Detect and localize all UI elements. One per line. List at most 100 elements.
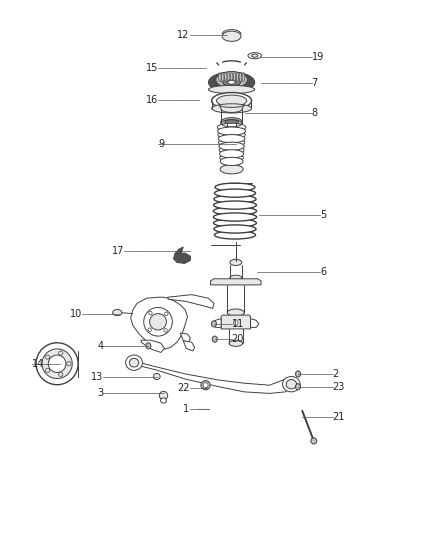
Text: 13: 13 (91, 372, 103, 382)
Ellipse shape (218, 135, 245, 143)
Ellipse shape (36, 343, 78, 385)
Ellipse shape (230, 72, 233, 82)
Ellipse shape (219, 150, 244, 158)
Polygon shape (183, 341, 194, 351)
Ellipse shape (219, 72, 221, 82)
Ellipse shape (130, 358, 139, 367)
Ellipse shape (42, 349, 72, 378)
Ellipse shape (201, 381, 210, 390)
Ellipse shape (153, 374, 160, 379)
Ellipse shape (217, 123, 246, 132)
Ellipse shape (215, 231, 255, 239)
Ellipse shape (227, 127, 236, 132)
Ellipse shape (218, 131, 245, 139)
Polygon shape (221, 315, 251, 329)
Ellipse shape (212, 321, 216, 327)
Ellipse shape (311, 438, 317, 444)
Ellipse shape (144, 308, 172, 336)
Ellipse shape (219, 142, 244, 150)
Ellipse shape (242, 72, 245, 82)
Ellipse shape (296, 384, 300, 390)
Ellipse shape (222, 76, 241, 86)
Ellipse shape (220, 165, 243, 174)
Polygon shape (251, 319, 259, 327)
Ellipse shape (213, 213, 257, 221)
Text: 7: 7 (311, 78, 318, 88)
Ellipse shape (218, 127, 246, 135)
Polygon shape (131, 297, 187, 350)
Text: 1: 1 (184, 403, 190, 414)
Text: 10: 10 (70, 309, 82, 319)
Ellipse shape (164, 328, 167, 332)
Ellipse shape (283, 376, 300, 392)
Ellipse shape (214, 201, 256, 209)
Polygon shape (213, 319, 221, 327)
Text: 9: 9 (158, 139, 164, 149)
Ellipse shape (150, 313, 166, 330)
Ellipse shape (161, 398, 166, 403)
Ellipse shape (222, 72, 224, 82)
Ellipse shape (230, 275, 242, 280)
Ellipse shape (229, 340, 243, 346)
Ellipse shape (296, 371, 300, 377)
Ellipse shape (233, 72, 236, 82)
Ellipse shape (126, 355, 142, 370)
Ellipse shape (234, 320, 238, 326)
Text: 14: 14 (32, 359, 44, 369)
Polygon shape (173, 247, 191, 263)
Ellipse shape (221, 118, 243, 127)
Ellipse shape (251, 54, 258, 57)
Ellipse shape (148, 328, 152, 332)
Ellipse shape (286, 379, 297, 389)
Text: 4: 4 (97, 341, 103, 351)
Ellipse shape (222, 31, 241, 42)
Ellipse shape (149, 311, 152, 315)
Ellipse shape (225, 119, 238, 125)
Ellipse shape (203, 383, 208, 388)
Text: 21: 21 (332, 413, 345, 423)
Ellipse shape (48, 355, 66, 373)
Polygon shape (141, 340, 164, 352)
Ellipse shape (227, 309, 244, 316)
Ellipse shape (214, 225, 256, 233)
Ellipse shape (214, 195, 256, 203)
Text: 8: 8 (311, 108, 318, 118)
Ellipse shape (113, 310, 122, 316)
Ellipse shape (220, 154, 244, 161)
Ellipse shape (230, 260, 242, 265)
Text: 20: 20 (232, 334, 244, 344)
Text: 16: 16 (146, 95, 158, 105)
Ellipse shape (212, 93, 251, 109)
Text: 11: 11 (232, 319, 244, 329)
Ellipse shape (236, 72, 239, 82)
Text: 3: 3 (97, 389, 103, 398)
Ellipse shape (224, 72, 227, 82)
Text: 5: 5 (320, 211, 326, 220)
Ellipse shape (165, 312, 168, 316)
Ellipse shape (59, 373, 63, 376)
Ellipse shape (213, 207, 257, 215)
Ellipse shape (208, 85, 255, 94)
Ellipse shape (219, 146, 244, 154)
Ellipse shape (59, 351, 63, 355)
Text: 6: 6 (320, 266, 326, 277)
Ellipse shape (248, 53, 261, 59)
Ellipse shape (214, 219, 256, 227)
Ellipse shape (239, 72, 242, 82)
Text: 22: 22 (177, 383, 190, 393)
Ellipse shape (46, 355, 49, 359)
Ellipse shape (212, 104, 251, 113)
Ellipse shape (67, 362, 71, 366)
Ellipse shape (227, 72, 230, 82)
Ellipse shape (212, 336, 217, 342)
Ellipse shape (216, 71, 247, 88)
Ellipse shape (146, 343, 151, 349)
Ellipse shape (228, 80, 235, 84)
Text: 19: 19 (311, 52, 324, 62)
Text: 12: 12 (177, 30, 190, 40)
Ellipse shape (219, 139, 245, 147)
Ellipse shape (208, 72, 255, 93)
Text: 17: 17 (112, 246, 124, 256)
Text: 15: 15 (146, 63, 158, 73)
Polygon shape (211, 279, 261, 285)
